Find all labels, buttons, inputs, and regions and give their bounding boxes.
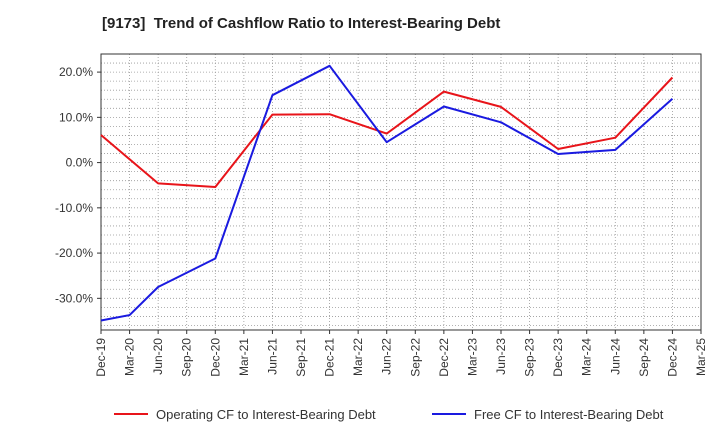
y-tick-label: 10.0% bbox=[59, 110, 93, 124]
x-tick-label: Jun-23 bbox=[494, 338, 508, 375]
chart-title: [9173] Trend of Cashflow Ratio to Intere… bbox=[102, 15, 501, 32]
y-tick-label: 0.0% bbox=[66, 156, 94, 170]
x-tick-label: Dec-19 bbox=[94, 338, 108, 377]
x-tick-label: Mar-25 bbox=[694, 338, 708, 376]
x-tick-label: Mar-23 bbox=[465, 338, 479, 376]
x-tick-label: Sep-20 bbox=[180, 338, 194, 377]
series-line-1 bbox=[100, 76, 674, 188]
y-tick-label: -30.0% bbox=[55, 291, 93, 305]
legend-label-1: Operating CF to Interest-Bearing Debt bbox=[156, 407, 376, 422]
series-line-2 bbox=[100, 64, 674, 322]
x-tick-label: Dec-21 bbox=[323, 338, 337, 377]
x-tick-label: Dec-22 bbox=[437, 338, 451, 377]
x-tick-label: Sep-21 bbox=[294, 338, 308, 377]
y-tick-label: 20.0% bbox=[59, 65, 93, 79]
x-tick-label: Dec-24 bbox=[665, 338, 679, 377]
x-tick-label: Dec-20 bbox=[208, 338, 222, 377]
x-tick-label: Mar-21 bbox=[237, 338, 251, 376]
x-tick-label: Jun-22 bbox=[380, 338, 394, 375]
plot-area bbox=[101, 54, 701, 330]
x-tick-label: Jun-20 bbox=[151, 338, 165, 375]
x-tick-label: Mar-24 bbox=[580, 338, 594, 376]
y-tick-label: -20.0% bbox=[55, 246, 93, 260]
x-tick-label: Sep-22 bbox=[408, 338, 422, 377]
x-tick-label: Sep-24 bbox=[637, 338, 651, 377]
x-tick-label: Mar-22 bbox=[351, 338, 365, 376]
x-tick-label: Dec-23 bbox=[551, 338, 565, 377]
x-tick-label: Jun-24 bbox=[608, 338, 622, 375]
legend-label-2: Free CF to Interest-Bearing Debt bbox=[474, 407, 664, 422]
x-tick-label: Jun-21 bbox=[265, 338, 279, 375]
x-tick-label: Sep-23 bbox=[523, 338, 537, 377]
x-tick-label: Mar-20 bbox=[123, 338, 137, 376]
y-tick-label: -10.0% bbox=[55, 201, 93, 215]
plot-frame bbox=[100, 53, 702, 331]
